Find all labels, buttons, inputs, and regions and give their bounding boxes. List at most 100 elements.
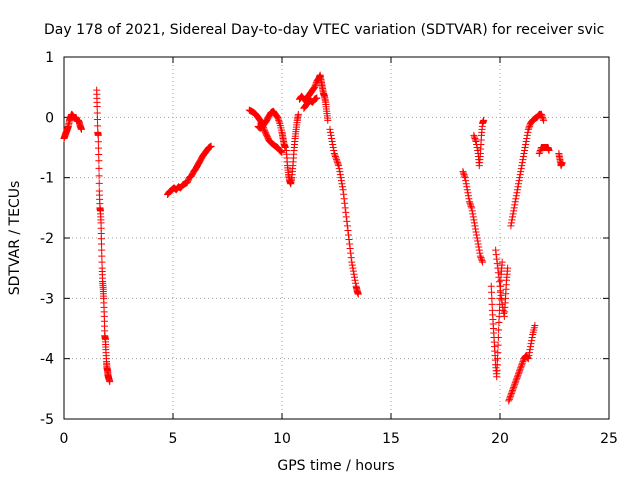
data-point bbox=[524, 125, 532, 133]
data-point bbox=[494, 355, 502, 363]
data-point bbox=[512, 377, 520, 385]
data-point bbox=[522, 137, 530, 145]
data-point bbox=[350, 273, 358, 281]
data-point bbox=[508, 216, 516, 224]
data-point bbox=[95, 144, 103, 152]
data-point bbox=[525, 124, 533, 132]
data-point bbox=[510, 204, 518, 212]
data-point bbox=[524, 355, 532, 363]
data-point bbox=[509, 213, 517, 221]
data-point bbox=[536, 148, 544, 156]
data-point bbox=[519, 153, 527, 161]
data-point bbox=[462, 177, 470, 185]
data-point bbox=[459, 168, 467, 176]
data-point bbox=[329, 140, 337, 148]
data-point bbox=[518, 361, 526, 369]
data-point bbox=[517, 362, 525, 370]
data-point bbox=[93, 102, 101, 110]
data-point bbox=[311, 83, 319, 91]
data-point bbox=[558, 159, 566, 167]
data-point bbox=[330, 150, 338, 158]
data-point bbox=[515, 180, 523, 188]
data-point bbox=[333, 156, 340, 164]
data-point bbox=[493, 260, 501, 268]
data-point bbox=[498, 258, 506, 266]
data-point bbox=[460, 171, 468, 179]
data-point bbox=[344, 226, 352, 234]
data-point bbox=[519, 358, 527, 366]
data-point bbox=[519, 156, 527, 164]
data-point bbox=[274, 115, 282, 123]
data-point bbox=[513, 373, 521, 381]
data-point bbox=[348, 261, 356, 269]
data-point bbox=[522, 140, 530, 148]
data-points bbox=[60, 71, 566, 405]
data-point bbox=[354, 290, 362, 298]
data-point bbox=[472, 137, 480, 145]
data-point bbox=[465, 198, 473, 206]
y-tick-label: -4 bbox=[40, 352, 54, 368]
data-point bbox=[480, 116, 488, 124]
data-point bbox=[98, 252, 106, 260]
data-point bbox=[343, 217, 351, 225]
data-point bbox=[278, 148, 286, 156]
data-point bbox=[469, 210, 477, 218]
data-point bbox=[524, 128, 532, 136]
data-point bbox=[523, 131, 531, 139]
y-tick-label: -1 bbox=[40, 171, 54, 187]
data-point bbox=[493, 361, 501, 369]
data-point bbox=[495, 278, 503, 286]
data-point bbox=[98, 246, 106, 254]
data-point bbox=[352, 279, 360, 287]
data-point bbox=[515, 177, 523, 185]
data-point bbox=[345, 236, 353, 244]
data-point bbox=[331, 151, 339, 159]
data-point bbox=[463, 183, 471, 191]
data-point bbox=[488, 288, 496, 296]
data-point bbox=[493, 367, 501, 375]
data-point bbox=[470, 131, 478, 139]
data-point bbox=[528, 334, 536, 342]
data-point bbox=[494, 341, 502, 349]
data-point bbox=[207, 142, 215, 150]
data-point bbox=[340, 190, 348, 198]
data-point bbox=[506, 394, 514, 402]
data-point bbox=[329, 144, 337, 151]
x-tick-label: 5 bbox=[169, 431, 178, 447]
data-point bbox=[538, 112, 546, 120]
data-point bbox=[324, 116, 332, 124]
data-point bbox=[337, 177, 345, 185]
data-point bbox=[348, 258, 356, 266]
data-point bbox=[312, 80, 320, 88]
data-point bbox=[516, 174, 524, 182]
data-point bbox=[349, 267, 357, 275]
data-point bbox=[346, 240, 354, 248]
data-point bbox=[256, 116, 264, 124]
data-point bbox=[459, 169, 467, 177]
data-point bbox=[469, 213, 477, 221]
data-point bbox=[351, 276, 359, 284]
data-point bbox=[505, 397, 513, 405]
data-point bbox=[515, 370, 523, 378]
data-point bbox=[514, 183, 522, 191]
data-point bbox=[494, 349, 502, 357]
data-point bbox=[528, 337, 536, 345]
data-point bbox=[338, 180, 346, 188]
data-point bbox=[510, 207, 518, 215]
data-point bbox=[281, 144, 289, 151]
data-point bbox=[513, 186, 521, 194]
data-point bbox=[339, 186, 347, 194]
data-point bbox=[527, 340, 535, 348]
x-tick-label: 25 bbox=[600, 431, 618, 447]
data-point bbox=[516, 171, 524, 179]
data-point bbox=[98, 258, 106, 266]
data-point bbox=[492, 246, 500, 254]
data-point bbox=[465, 195, 473, 203]
data-point bbox=[466, 199, 474, 207]
chart-title: Day 178 of 2021, Sidereal Day-to-day VTE… bbox=[44, 22, 604, 38]
data-point bbox=[336, 171, 344, 179]
data-point bbox=[311, 82, 319, 90]
data-point bbox=[479, 258, 487, 266]
data-point bbox=[328, 134, 336, 142]
data-point bbox=[508, 388, 516, 396]
